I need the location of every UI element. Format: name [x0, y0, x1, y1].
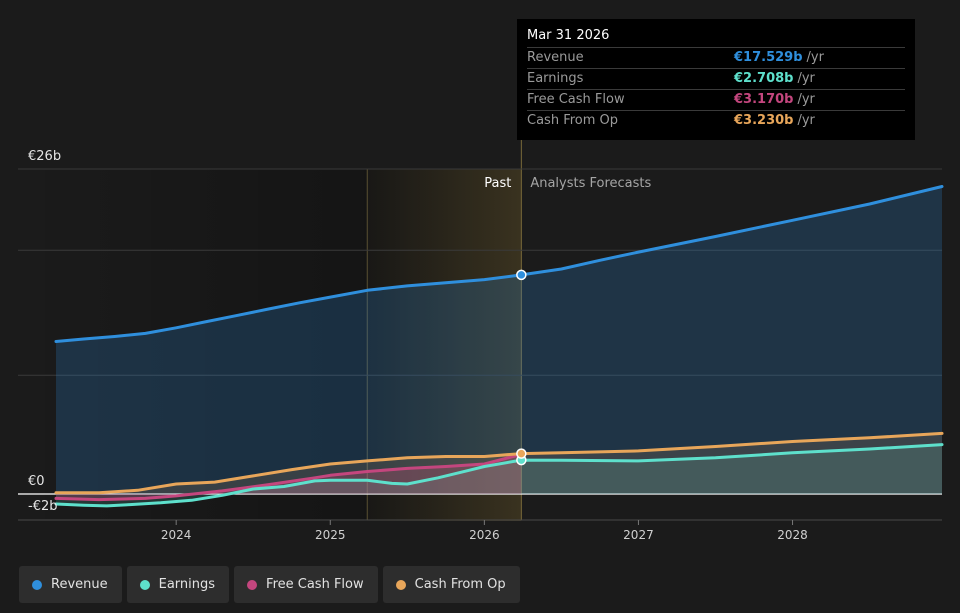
x-tick-label: 2028 [777, 528, 808, 542]
legend: Revenue Earnings Free Cash Flow Cash Fro… [19, 566, 520, 603]
past-label: Past [484, 176, 511, 191]
tooltip-unit: /yr [797, 113, 815, 128]
legend-label: Free Cash Flow [266, 577, 364, 592]
forecast-label: Analysts Forecasts [530, 176, 651, 191]
area-free-cash-flow [56, 454, 522, 500]
tooltip-date: Mar 31 2026 [527, 28, 610, 43]
tooltip-unit: /yr [797, 92, 815, 107]
legend-label: Revenue [51, 577, 108, 592]
tooltip-label: Cash From Op [527, 113, 619, 128]
tooltip-value: €2.708b [734, 71, 794, 86]
tooltip-label: Free Cash Flow [527, 92, 625, 107]
legend-dot-icon [139, 579, 150, 590]
tooltip-unit: /yr [797, 71, 815, 86]
y-tick-label: -€2b [28, 499, 58, 514]
legend-dot-icon [32, 579, 42, 590]
y-tick-label: €26b [28, 149, 61, 164]
area-revenue [56, 186, 942, 494]
y-tick-label: €0 [28, 474, 45, 489]
legend-dot-icon [395, 579, 406, 590]
tooltip-label: Revenue [527, 50, 584, 65]
x-tick-label: 2025 [315, 528, 346, 542]
legend-item-free-cash-flow[interactable]: Free Cash Flow [234, 566, 378, 603]
tooltip-row-revenue: Revenue €17.529b /yr [527, 47, 905, 68]
x-tick-label: 2026 [469, 528, 500, 542]
area-earnings [56, 444, 942, 506]
tooltip: Mar 31 2026 Revenue €17.529b /yr Earning… [517, 19, 915, 140]
tooltip-row-cash-from-op: Cash From Op €3.230b /yr [527, 110, 905, 131]
legend-label: Cash From Op [414, 577, 506, 592]
tooltip-value: €3.230b [734, 113, 794, 128]
marker-revenue [516, 269, 527, 281]
tooltip-unit: /yr [806, 50, 824, 65]
legend-item-earnings[interactable]: Earnings [126, 566, 230, 603]
tooltip-label: Earnings [527, 71, 584, 86]
line-cash-from-op [54, 431, 944, 495]
legend-label: Earnings [158, 577, 216, 592]
legend-item-cash-from-op[interactable]: Cash From Op [382, 566, 520, 603]
line-earnings [54, 443, 944, 508]
tooltip-row-free-cash-flow: Free Cash Flow €3.170b /yr [527, 89, 905, 110]
x-tick-label: 2027 [623, 528, 654, 542]
line-revenue [54, 185, 944, 343]
tooltip-value: €3.170b [734, 92, 794, 107]
line-free-cash-flow [54, 452, 523, 502]
marker-cash-from-op [516, 448, 527, 459]
tooltip-row-earnings: Earnings €2.708b /yr [527, 68, 905, 89]
legend-dot-icon [247, 579, 258, 590]
tooltip-value: €17.529b [734, 50, 803, 65]
x-tick-label: 2024 [161, 528, 192, 542]
legend-item-revenue[interactable]: Revenue [19, 566, 122, 603]
